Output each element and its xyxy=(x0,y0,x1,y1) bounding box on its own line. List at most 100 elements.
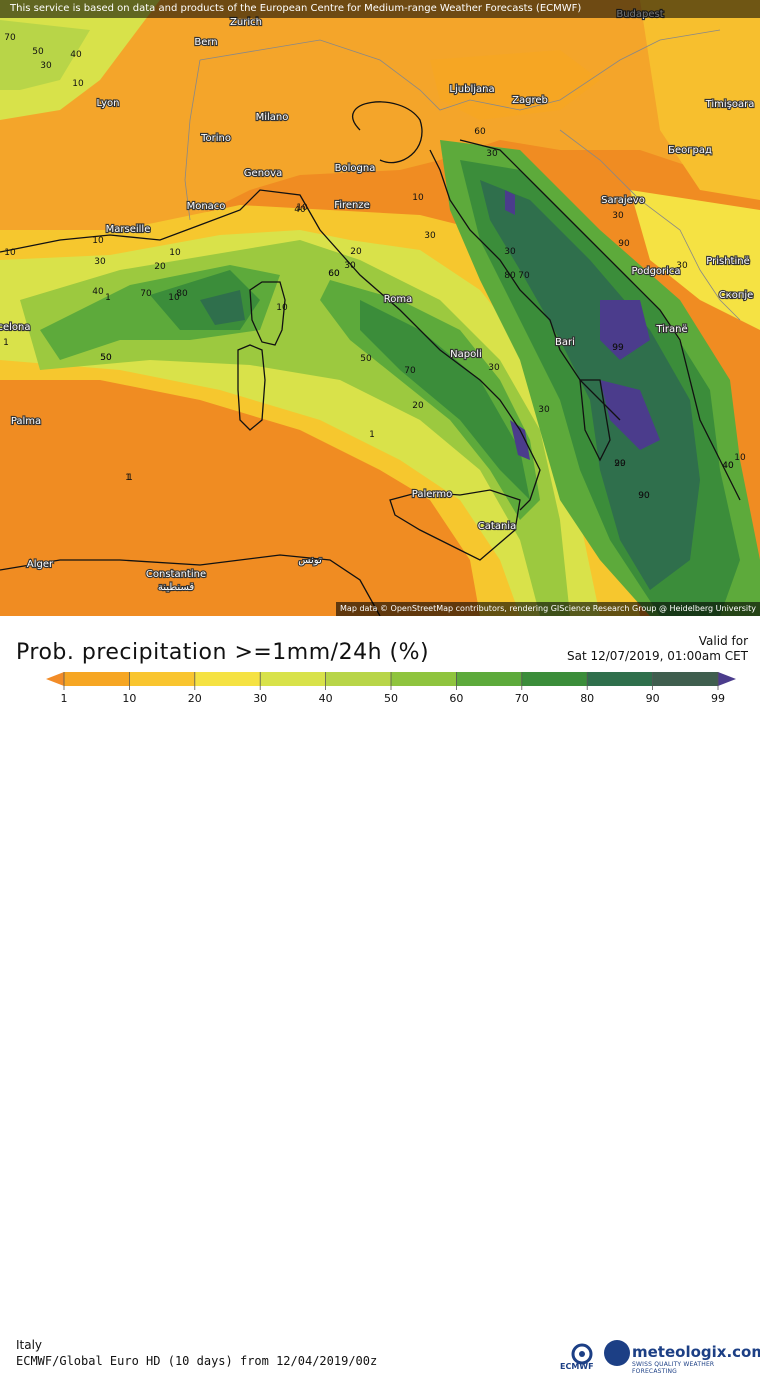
colorbar-tick-label: 50 xyxy=(384,692,398,705)
city-name: Catania xyxy=(478,521,516,532)
contour-value-label: 40 xyxy=(294,205,306,215)
contour-value-label: 30 xyxy=(40,61,52,71)
valid-date: Sat 12/07/2019, 01:00am CET xyxy=(566,649,748,663)
colorbar-tick-label: 60 xyxy=(449,692,463,705)
title-unit: (%) xyxy=(389,640,430,665)
city-name: Monaco xyxy=(187,201,226,212)
city-name: Tiranë xyxy=(655,324,687,335)
contour-value-label: 50 xyxy=(32,47,44,57)
city-label: Palma xyxy=(10,415,43,428)
map-svg: BernZurichBudapestLyonMilanoLjubljanaZag… xyxy=(0,0,760,616)
contour-value-label: 40 xyxy=(92,287,104,297)
contour-value-label: 99 xyxy=(612,343,624,353)
city-name: Marseille xyxy=(106,224,151,235)
contour-value-label: 20 xyxy=(154,262,166,272)
city-label: Podgorica xyxy=(630,265,681,278)
contour-value-label: 10 xyxy=(4,248,16,258)
city-name: Timişoara xyxy=(705,99,755,110)
colorbar-high-arrow xyxy=(718,672,736,686)
colorbar-segment xyxy=(64,672,130,686)
city-label: Alger xyxy=(26,558,55,571)
colorbar-segment xyxy=(456,672,523,686)
city-label: قسنطينة xyxy=(157,581,196,594)
contour-value-label: 90 xyxy=(618,239,630,249)
colorbar-tick-label: 70 xyxy=(515,692,529,705)
city-name: Bern xyxy=(194,37,217,48)
ecmwf-wordmark: ECMWF xyxy=(560,1362,594,1371)
city-name: Roma xyxy=(384,294,413,305)
contour-value-label: 1 xyxy=(127,473,133,483)
colorbar-segment xyxy=(521,672,588,686)
city-name: Bari xyxy=(555,337,575,348)
city-label: Firenze xyxy=(333,199,371,212)
contour-value-label: 1 xyxy=(125,473,131,483)
city-name: Podgorica xyxy=(631,266,680,277)
city-name: Napoli xyxy=(450,349,482,360)
contour-value-label: 30 xyxy=(488,363,500,373)
colorbar-segment xyxy=(325,672,392,686)
city-name: Sarajevo xyxy=(601,195,645,206)
colorbar-tick-label: 1 xyxy=(61,692,68,705)
contour-value-label: 10 xyxy=(72,79,84,89)
city-label: Genova xyxy=(243,167,284,180)
city-name: تونس xyxy=(298,555,322,566)
city-name: Milano xyxy=(256,112,289,123)
city-name: Zagreb xyxy=(512,95,548,106)
colorbar-segment xyxy=(260,672,327,686)
city-label: Bologna xyxy=(334,162,377,175)
contour-value-label: 50 xyxy=(100,353,112,363)
city-label: celona xyxy=(0,321,32,334)
city-label: Napoli xyxy=(449,348,483,361)
contour-value-label: 80 xyxy=(504,271,516,281)
region-name: Italy xyxy=(16,1338,43,1352)
contour-value-label: 20 xyxy=(412,401,424,411)
contour-value-label: 50 xyxy=(100,353,112,363)
city-label: Bern xyxy=(193,36,218,49)
contour-value-label: 20 xyxy=(350,247,362,257)
colorbar-tick-label: 80 xyxy=(580,692,594,705)
city-label: Zurich xyxy=(229,16,263,29)
city-name: celona xyxy=(0,322,31,333)
city-label: Constantine xyxy=(145,568,207,581)
contour-value-label: 10 xyxy=(296,203,308,213)
city-name: Zurich xyxy=(230,17,262,28)
precipitation-map: BernZurichBudapestLyonMilanoLjubljanaZag… xyxy=(0,0,760,616)
city-name: Ljubljana xyxy=(449,84,494,95)
meteologix-name: meteologix.com xyxy=(632,1343,760,1361)
contour-value-label: 1 xyxy=(105,293,111,303)
contour-value-label: 10 xyxy=(734,453,746,463)
contour-value-label: 30 xyxy=(486,149,498,159)
contour-value-label: 10 xyxy=(169,248,181,258)
valid-label: Valid for xyxy=(698,634,748,648)
meteologix-tagline: SWISS QUALITY WEATHER FORECASTING xyxy=(632,1361,715,1375)
contour-value-label: 30 xyxy=(504,247,516,257)
city-name: Torino xyxy=(200,133,231,144)
contour-value-label: 70 xyxy=(140,289,152,299)
city-name: Београд xyxy=(668,145,712,156)
city-label: Prishtinë xyxy=(705,255,751,268)
colorbar-tick-label: 20 xyxy=(188,692,202,705)
city-label: Lyon xyxy=(95,97,120,110)
city-label: Palermo xyxy=(411,488,454,501)
contour-value-label: 1 xyxy=(3,338,9,348)
city-name: Palermo xyxy=(412,489,452,500)
contour-value-label: 80 xyxy=(176,289,188,299)
city-label: Zagreb xyxy=(511,94,549,107)
contour-value-label: 10 xyxy=(412,193,424,203)
city-label: Timişoara xyxy=(704,98,756,111)
contour-value-label: 1 xyxy=(369,430,375,440)
meteologix-logo-icon xyxy=(604,1340,630,1366)
colorbar-tick-label: 10 xyxy=(122,692,136,705)
city-name: Bologna xyxy=(335,163,376,174)
color-scale: 1 10 20 30 40 50 60 70 80 90 99 xyxy=(46,672,736,705)
city-label: Roma xyxy=(383,293,414,306)
city-name: Genova xyxy=(244,168,282,179)
colorbar-tick-label: 30 xyxy=(253,692,267,705)
colorbar-tick-label: 40 xyxy=(319,692,333,705)
contour-value-label: 10 xyxy=(168,293,180,303)
colorbar-segment xyxy=(129,672,196,686)
city-label: Ljubljana xyxy=(448,83,495,96)
contour-value-label: 70 xyxy=(4,33,16,43)
colorbar-segment xyxy=(391,672,457,686)
colorbar-tick-label: 90 xyxy=(646,692,660,705)
